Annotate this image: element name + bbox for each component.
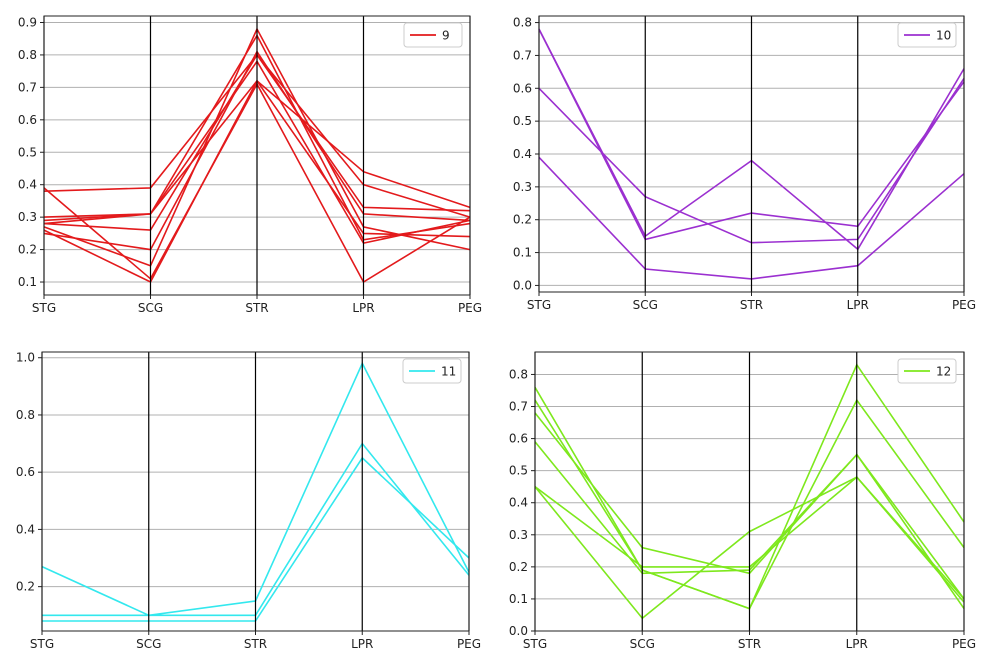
x-tick-label: SCG	[633, 298, 658, 312]
y-tick-label: 0.6	[16, 465, 35, 479]
y-tick-label: 0.6	[509, 432, 528, 446]
chart-panel-10: 0.0 0.1 0.2 0.3 0.4 0.5 0.6 0.7 0.8 STG SCG STR LPR P…	[513, 15, 976, 312]
x-tick-label: LPR	[846, 637, 868, 651]
y-tick-label: 0.4	[16, 522, 35, 536]
legend: 11	[402, 358, 462, 384]
y-tick-label: 0.3	[18, 210, 37, 224]
y-tick-label: 0.1	[509, 592, 528, 606]
x-tick-label: LPR	[352, 301, 374, 315]
chart-panel-11: 0.2 0.4 0.6 0.8 1.0 STG SCG STR LPR PEG 11	[16, 351, 481, 651]
plot-frame	[538, 15, 965, 293]
legend-label: 9	[442, 29, 450, 43]
y-tick-label: 0.7	[513, 48, 532, 62]
y-tick-label: 0.8	[513, 16, 532, 30]
y-tick-label: 0.8	[16, 408, 35, 422]
x-tick-label: STR	[245, 301, 268, 315]
legend: 9	[403, 22, 463, 48]
x-tick-label: STG	[523, 637, 547, 651]
x-tick-label: PEG	[458, 301, 482, 315]
legend-label: 10	[936, 29, 951, 43]
x-tick-label: STR	[740, 298, 763, 312]
x-tick-label: PEG	[457, 637, 481, 651]
y-tick-label: 0.2	[509, 560, 528, 574]
plot-frame	[43, 15, 471, 296]
y-tick-label: 0.2	[16, 580, 35, 594]
y-tick-label: 1.0	[16, 351, 35, 365]
x-tick-label: STG	[30, 637, 54, 651]
y-tick-label: 0.0	[513, 278, 532, 292]
y-tick-label: 0.5	[509, 464, 528, 478]
plot-frame	[534, 351, 965, 632]
x-tick-label: SCG	[630, 637, 655, 651]
x-tick-label: PEG	[952, 637, 976, 651]
legend-label: 12	[936, 365, 951, 379]
y-tick-label: 0.3	[513, 180, 532, 194]
y-tick-label: 0.6	[513, 81, 532, 95]
chart-panel-12: 0.0 0.1 0.2 0.3 0.4 0.5 0.6 0.7 0.8 STG SCG STR LPR P…	[509, 351, 976, 651]
plot-frame	[41, 351, 470, 632]
x-tick-label: PEG	[952, 298, 976, 312]
y-tick-label: 0.5	[18, 145, 37, 159]
y-tick-label: 0.6	[18, 113, 37, 127]
y-tick-label: 0.2	[18, 243, 37, 257]
y-tick-label: 0.4	[18, 178, 37, 192]
y-tick-label: 0.2	[513, 213, 532, 227]
x-tick-label: LPR	[847, 298, 869, 312]
y-tick-label: 0.0	[509, 624, 528, 638]
y-tick-label: 0.9	[18, 15, 37, 29]
y-tick-label: 0.8	[509, 367, 528, 381]
x-tick-label: STR	[244, 637, 267, 651]
x-tick-label: LPR	[351, 637, 373, 651]
legend-label: 11	[441, 365, 456, 379]
y-tick-label: 0.5	[513, 114, 532, 128]
chart-panel-9: 0.1 0.2 0.3 0.4 0.5 0.6 0.7 0.8 0.9 STG SCG STR LPR P…	[18, 15, 482, 315]
y-tick-label: 0.8	[18, 48, 37, 62]
y-tick-label: 0.1	[513, 246, 532, 260]
y-tick-label: 0.4	[513, 147, 532, 161]
y-tick-label: 0.7	[509, 400, 528, 414]
x-tick-label: SCG	[138, 301, 163, 315]
x-tick-label: STG	[527, 298, 551, 312]
x-tick-label: STG	[32, 301, 56, 315]
y-tick-label: 0.3	[509, 528, 528, 542]
x-tick-label: SCG	[136, 637, 161, 651]
y-tick-label: 0.7	[18, 80, 37, 94]
legend: 12	[897, 358, 957, 384]
x-tick-label: STR	[738, 637, 761, 651]
y-tick-label: 0.4	[509, 496, 528, 510]
legend: 10	[897, 22, 957, 48]
y-tick-label: 0.1	[18, 275, 37, 289]
